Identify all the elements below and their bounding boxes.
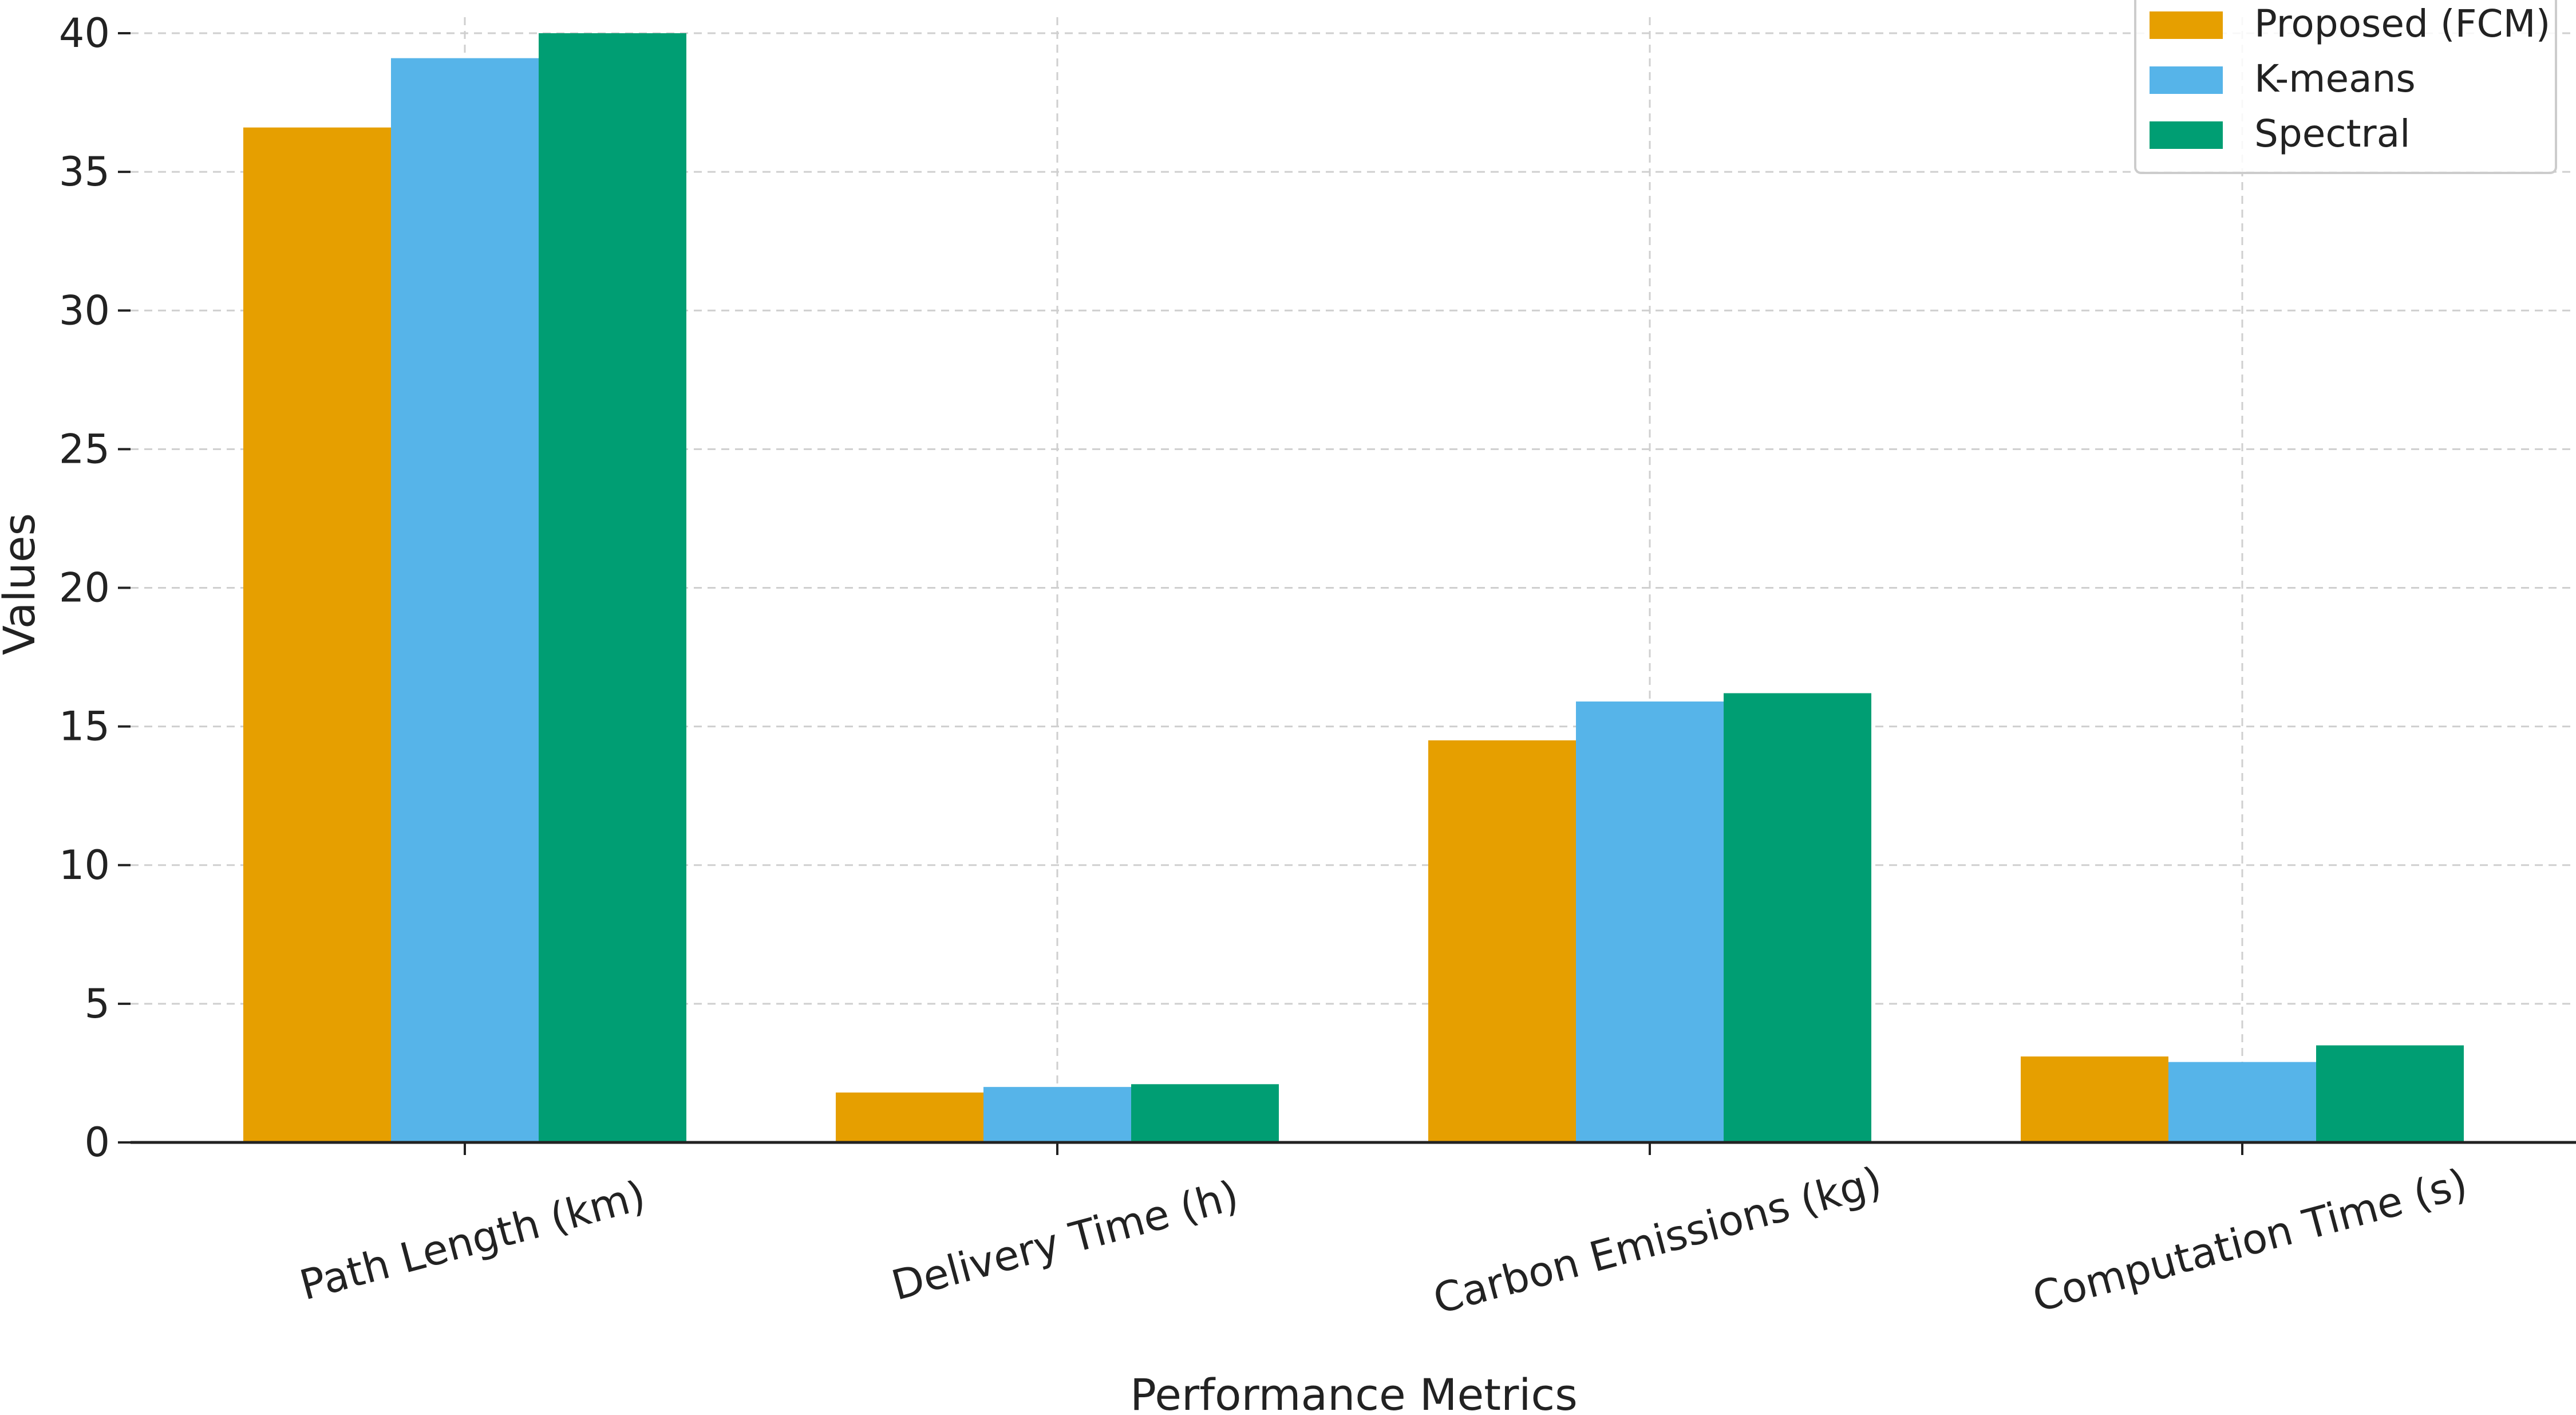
legend-swatch [2150, 121, 2223, 149]
bar-k-means-0 [391, 58, 539, 1142]
x-tick-label: Delivery Time (h) [887, 1171, 1243, 1310]
bar-k-means-1 [983, 1087, 1131, 1142]
legend-label: Proposed (FCM) [2254, 2, 2550, 46]
x-tick-label: Computation Time (s) [2028, 1159, 2472, 1321]
bar-proposed-fcm-3 [2021, 1056, 2168, 1142]
bar-proposed-fcm-0 [243, 127, 391, 1142]
legend-label: Spectral [2254, 112, 2410, 156]
bar-proposed-fcm-2 [1428, 740, 1576, 1142]
bar-k-means-2 [1576, 701, 1724, 1142]
legend: Proposed (FCM) K-means Spectral [2134, 0, 2557, 174]
y-axis-label: Values [0, 513, 45, 655]
bar-spectral-3 [2316, 1045, 2464, 1142]
bar-proposed-fcm-1 [836, 1092, 983, 1142]
legend-swatch [2150, 11, 2223, 39]
x-tick-label: Path Length (km) [295, 1171, 650, 1310]
bars [243, 33, 2464, 1142]
y-tick-label: 10 [59, 842, 110, 889]
bar-spectral-0 [539, 33, 686, 1142]
bar-k-means-3 [2168, 1062, 2316, 1142]
x-axis-label: Performance Metrics [1130, 1369, 1578, 1415]
x-tick-label: Carbon Emissions (kg) [1428, 1157, 1887, 1323]
y-tick-label: 30 [59, 287, 110, 334]
y-tick-label: 25 [59, 425, 110, 472]
y-tick-label: 20 [59, 565, 110, 612]
bar-spectral-1 [1131, 1084, 1279, 1142]
y-tick-label: 5 [84, 980, 110, 1027]
legend-box [2134, 0, 2557, 174]
y-tick-label: 15 [59, 703, 110, 750]
legend-swatch [2150, 66, 2223, 94]
legend-label: K-means [2254, 57, 2416, 101]
y-tick-label: 40 [59, 10, 110, 57]
y-tick-label: 35 [59, 148, 110, 195]
bar-spectral-2 [1724, 693, 1871, 1142]
x-ticks: Path Length (km) Delivery Time (h) Carbon … [295, 1142, 2472, 1323]
y-tick-label: 0 [84, 1119, 110, 1166]
y-ticks: 0 5 10 15 20 25 30 35 40 [59, 10, 131, 1166]
